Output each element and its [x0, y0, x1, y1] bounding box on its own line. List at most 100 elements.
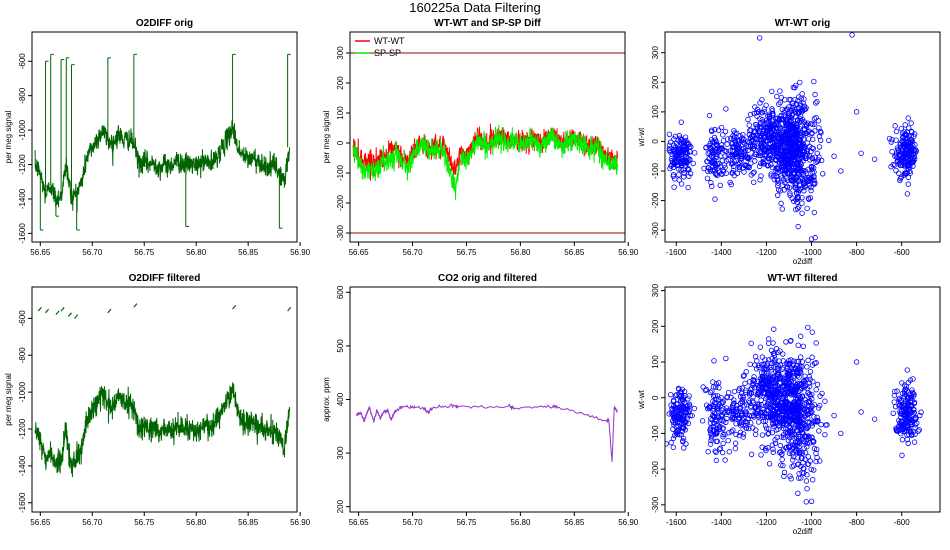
scatter-point	[777, 348, 783, 354]
scatter-point	[743, 425, 750, 431]
scatter-point	[714, 393, 721, 399]
scatter-point	[667, 165, 673, 172]
scatter-point	[735, 138, 741, 144]
scatter-point	[766, 111, 773, 118]
scatter-point	[798, 455, 805, 461]
scatter-point	[801, 378, 807, 384]
x-tick-label: -1600	[666, 248, 687, 257]
scatter-point	[783, 339, 789, 345]
scatter-point	[732, 445, 739, 452]
y-tick-label: -100	[651, 425, 660, 442]
scatter-point	[794, 358, 800, 365]
scatter-point	[678, 137, 685, 143]
panel-title: WT-WT filtered	[768, 273, 838, 284]
plot-frame	[349, 286, 626, 513]
scatter-point	[682, 134, 689, 140]
scatter-point	[728, 429, 735, 435]
scatter-point	[788, 429, 794, 435]
scatter-point	[822, 431, 828, 438]
scatter-point	[789, 100, 795, 107]
scatter-point	[810, 145, 817, 152]
scatter-point	[778, 140, 784, 147]
scatter-point	[803, 123, 809, 130]
scatter-point	[772, 404, 779, 411]
legend-label: WT-WT	[374, 36, 405, 46]
plot-frame	[664, 286, 941, 513]
scatter-point	[804, 444, 810, 450]
scatter-point	[706, 112, 713, 119]
scatter-point	[905, 125, 912, 131]
scatter-point	[678, 389, 684, 395]
scatter-point	[672, 133, 679, 140]
scatter-point	[804, 130, 810, 136]
scatter-point	[858, 150, 864, 156]
scatter-point	[771, 135, 777, 141]
scatter-point	[905, 440, 911, 446]
scatter-point	[672, 146, 679, 153]
segment-line	[107, 308, 112, 314]
scatter-point	[799, 169, 805, 175]
scatter-point	[789, 451, 795, 457]
scatter-point	[766, 115, 773, 121]
scatter-point	[791, 143, 797, 150]
scatter-point	[704, 168, 711, 174]
scatter-point	[678, 140, 685, 147]
scatter-point	[709, 127, 715, 133]
scatter-point	[717, 146, 723, 152]
scatter-point	[901, 391, 908, 397]
scatter-point	[718, 170, 725, 177]
scatter-point	[796, 440, 803, 447]
scatter-point	[720, 399, 726, 405]
scatter-point	[729, 415, 735, 421]
scatter-point	[751, 153, 757, 160]
scatter-point	[795, 223, 801, 230]
segment-line	[287, 306, 292, 312]
legend: WT-WT SP-SP	[355, 36, 405, 58]
scatter-point	[731, 144, 737, 150]
x-tick-label: -600	[894, 248, 911, 257]
scatter-point	[733, 143, 740, 149]
scatter-point	[777, 442, 783, 449]
scatter-point	[725, 437, 731, 444]
scatter-point	[794, 194, 801, 200]
scatter-point	[766, 426, 772, 432]
scatter-point	[814, 158, 821, 164]
scatter-point	[785, 443, 792, 449]
scatter-point	[769, 88, 775, 95]
scatter-point	[805, 399, 812, 406]
scatter-point	[797, 399, 803, 406]
series-line-co2	[356, 403, 618, 462]
scatter-point	[871, 416, 878, 422]
scatter-point	[904, 163, 910, 169]
scatter-point	[901, 411, 907, 418]
scatter-point	[680, 424, 686, 431]
scatter-point	[782, 399, 789, 405]
scatter-point	[712, 401, 718, 407]
scatter-point	[766, 391, 773, 397]
plot-frame	[664, 31, 941, 243]
scatter-point	[788, 476, 794, 482]
x-tick-label: 56.90	[618, 248, 639, 257]
scatter-point	[779, 134, 785, 141]
scatter-point	[796, 444, 802, 450]
scatter-point	[761, 414, 768, 421]
scatter-point	[737, 393, 744, 400]
scatter-point	[732, 440, 739, 446]
scatter-point	[753, 404, 759, 411]
scatter-point	[737, 406, 743, 412]
scatter-point	[785, 437, 792, 444]
scatter-point	[799, 155, 806, 161]
scatter-point	[709, 147, 716, 154]
scatter-point	[786, 153, 793, 160]
scatter-point	[687, 156, 693, 163]
scatter-point	[809, 396, 815, 402]
y-tick-label: -800	[18, 87, 27, 104]
scatter-point	[724, 141, 730, 147]
scatter-point	[811, 467, 817, 473]
scatter-point	[730, 167, 737, 174]
scatter-point	[730, 163, 737, 170]
scatter-point	[749, 398, 756, 404]
scatter-point	[719, 400, 726, 406]
scatter-point	[792, 443, 799, 450]
legend-label: SP-SP	[374, 48, 401, 58]
